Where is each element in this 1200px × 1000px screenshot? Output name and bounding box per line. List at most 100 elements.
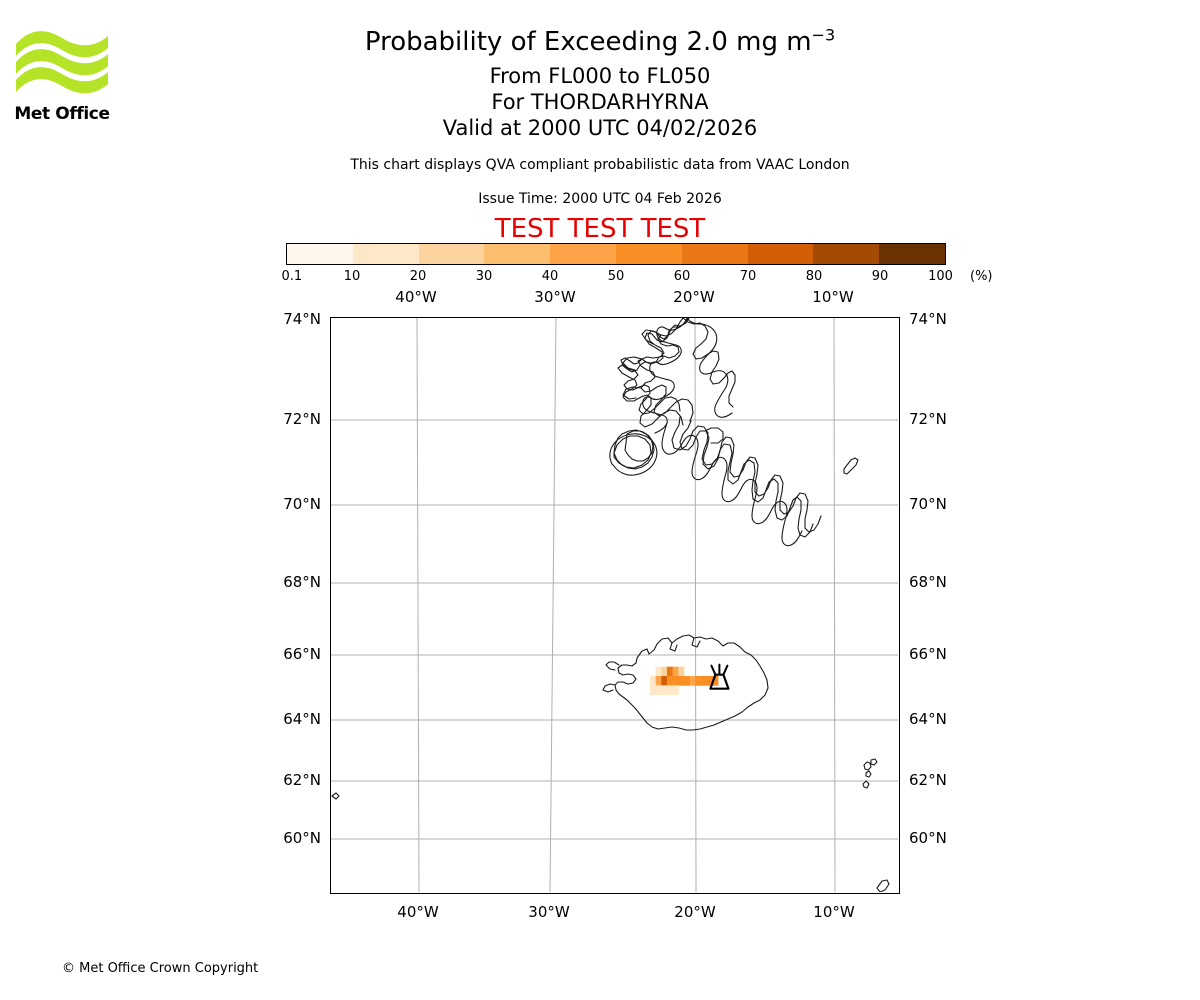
map-canvas: [331, 318, 898, 892]
greenland-sw-coast: [661, 422, 803, 547]
chart-description: This chart displays QVA compliant probab…: [350, 157, 850, 173]
ash-cell: [672, 666, 679, 677]
iceland-westfjord-spur: [602, 683, 616, 693]
faroe-island-2: [870, 758, 878, 766]
colorbar-band-6: [681, 244, 748, 264]
page-title-text: Probability of Exceeding 2.0 mg m: [364, 27, 812, 57]
colorbar-band-4: [550, 244, 616, 264]
lon-label-bottom-20°W: 20°W: [674, 903, 716, 921]
ash-cell: [661, 666, 668, 677]
colorbar-tick-50: 50: [607, 269, 625, 284]
faroe-island-3: [865, 770, 872, 778]
ash-cell: [655, 666, 662, 677]
colorbar-band-1: [352, 244, 419, 264]
lon-label-bottom-40°W: 40°W: [397, 903, 439, 921]
colorbar-band-3: [484, 244, 551, 264]
volcano-eruption-left: [710, 664, 717, 676]
coastline-final: [609, 318, 803, 547]
valid-time-subtitle: Valid at 2000 UTC 04/02/2026: [442, 116, 758, 140]
lon-label-bottom-30°W: 30°W: [528, 903, 570, 921]
ash-cell: [672, 676, 679, 686]
met-office-logo-text: Met Office: [14, 104, 110, 124]
colorbar-band-0: [287, 244, 353, 264]
lat-label-left-62°N: 62°N: [283, 771, 321, 789]
greenland-mid: [609, 433, 658, 476]
ash-cell: [706, 676, 713, 686]
iceland-coastline: [602, 634, 769, 731]
iceland-outline: [614, 634, 769, 731]
ash-cell: [655, 685, 662, 696]
volcano-eruption-right: [722, 664, 729, 676]
greenland-fjord-detail-b: [622, 356, 643, 371]
map-gridlines: [331, 318, 898, 892]
ash-cell: [678, 666, 685, 677]
ash-cell: [649, 676, 657, 686]
copyright-notice: © Met Office Crown Copyright: [62, 961, 259, 976]
greenland-ne-top: [686, 318, 733, 418]
map-panel: 40°W 30°W 20°W 10°W 40°W 30°W 20°W 10°W 74°N 72…: [283, 288, 947, 921]
lat-label-right-60°N: 60°N: [909, 829, 947, 847]
greenland-north-lobe-east: [682, 318, 736, 408]
test-banner: TEST TEST TEST: [494, 214, 706, 244]
faroe-island-4: [862, 780, 870, 789]
ash-cell: [666, 676, 674, 686]
lon-label-bottom-10°W: 10°W: [813, 903, 855, 921]
colorbar-band-2: [418, 244, 485, 264]
lat-label-right-62°N: 62°N: [909, 771, 947, 789]
colorbar-band-7: [747, 244, 814, 264]
lat-label-left-68°N: 68°N: [283, 573, 321, 591]
ash-probability-field: [649, 666, 719, 696]
lat-label-right-70°N: 70°N: [909, 495, 947, 513]
ash-cell: [700, 676, 708, 686]
ash-cell: [683, 676, 691, 686]
coastlines: [617, 318, 845, 536]
colorbar-gradient: [286, 243, 946, 265]
ash-cell: [655, 676, 662, 686]
lat-label-right-74°N: 74°N: [909, 310, 947, 328]
colorbar-band-9: [879, 244, 945, 264]
greenland-east-coast-main: [679, 420, 814, 538]
map-frame: [330, 317, 900, 894]
lat-label-left-64°N: 64°N: [283, 710, 321, 728]
colorbar-tick-80: 80: [805, 269, 823, 284]
ash-cell: [649, 685, 657, 696]
lat-label-right-64°N: 64°N: [909, 710, 947, 728]
lat-label-left-70°N: 70°N: [283, 495, 321, 513]
iceland-westfjords: [605, 661, 620, 671]
lat-label-right-66°N: 66°N: [909, 645, 947, 663]
ash-cell: [666, 666, 674, 677]
ash-cell: [666, 685, 674, 696]
colorbar-tick-10: 10: [343, 269, 361, 284]
ash-cell: [695, 676, 702, 686]
page-title: Probability of Exceeding 2.0 mg m−3: [0, 26, 1200, 58]
probability-colorbar: 0.1 10 20 30 40 50 60 70 80 90 100: [281, 243, 953, 284]
colorbar-tick-90: 90: [871, 269, 889, 284]
colorbar-tick-40: 40: [541, 269, 559, 284]
volcano-name-subtitle: For THORDARHYRNA: [491, 90, 709, 114]
lat-label-right-68°N: 68°N: [909, 573, 947, 591]
colorbar-band-5: [615, 244, 682, 264]
shetland-island: [876, 879, 890, 892]
greenland-fjord-detail-a: [641, 329, 662, 345]
faroe-island-1: [863, 761, 872, 771]
ash-cell: [661, 676, 668, 686]
lat-label-right-72°N: 72°N: [909, 410, 947, 428]
coastline-artwork: [613, 318, 822, 533]
lon-label-top-40°W: 40°W: [395, 288, 437, 306]
ash-cell: [689, 676, 696, 686]
ash-cell: [672, 685, 679, 696]
colorbar-tick-20: 20: [409, 269, 427, 284]
islands: [331, 457, 890, 892]
lat-label-left-60°N: 60°N: [283, 829, 321, 847]
lon-label-top-20°W: 20°W: [673, 288, 715, 306]
colorbar-band-8: [813, 244, 880, 264]
colorbar-units-label: (%): [970, 269, 993, 284]
colorbar-tick-30: 30: [475, 269, 493, 284]
colorbar-tick-0.1: 0.1: [281, 269, 303, 284]
iceland-north-bays: [669, 642, 678, 652]
greenland-fjord-detail-c: [622, 386, 642, 400]
jan-mayen-island: [843, 457, 859, 475]
iceland-north-bays-2: [691, 637, 701, 648]
met-office-wave-mark: [16, 31, 108, 94]
lat-label-left-66°N: 66°N: [283, 645, 321, 663]
